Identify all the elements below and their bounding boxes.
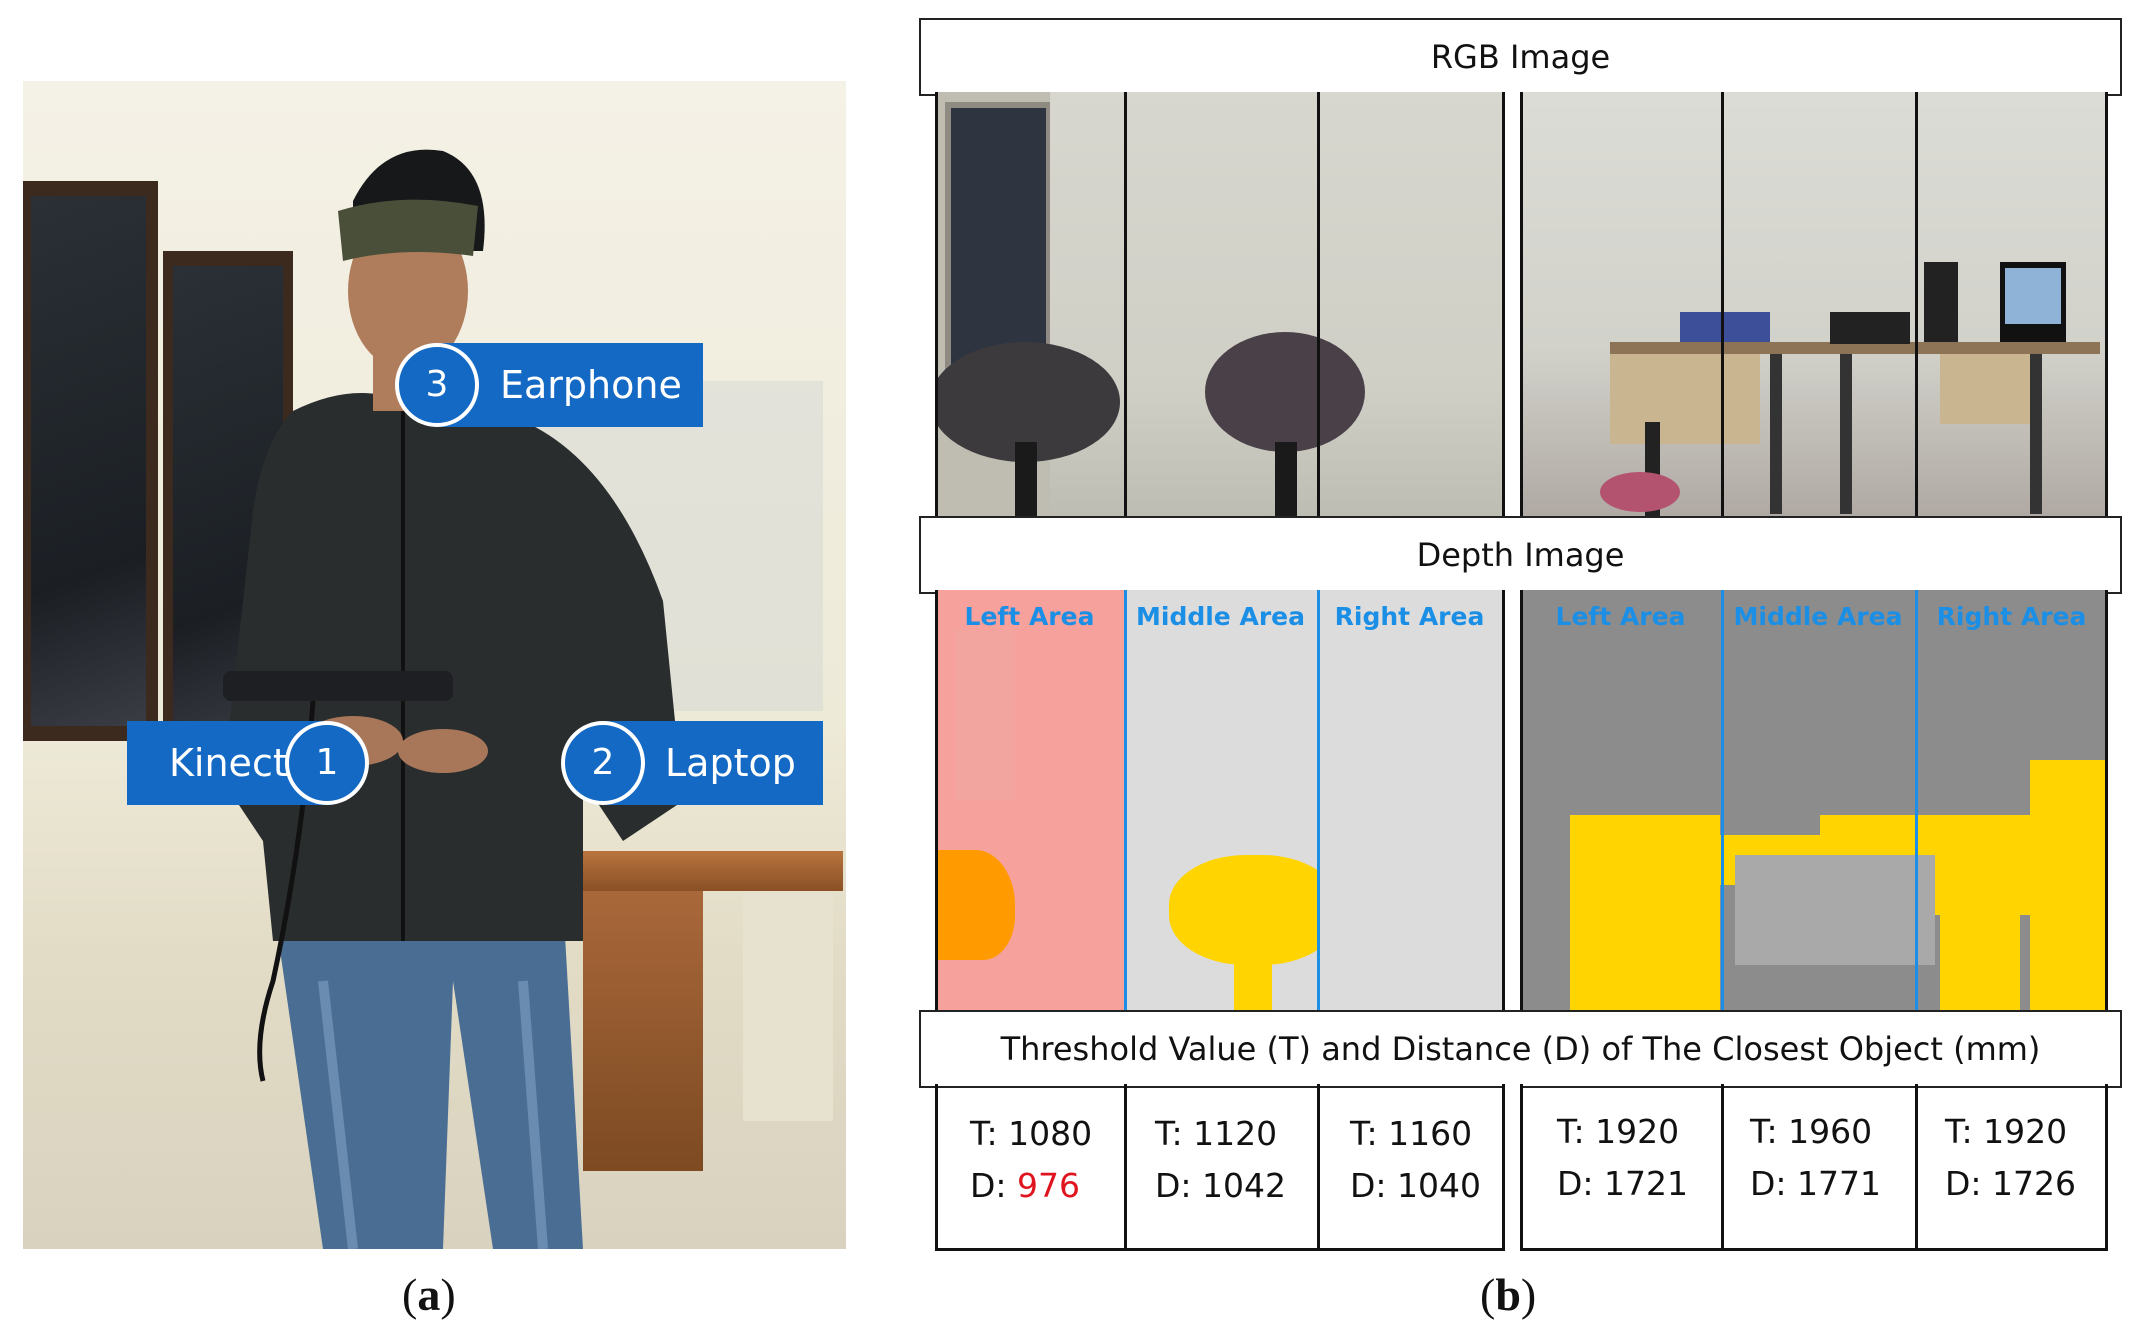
- subject-photo: Earphone 3 Kinect 1 Laptop 2: [23, 81, 846, 1249]
- depth-area-label-middle-2: Middle Area: [1733, 602, 1903, 631]
- depth-area-label-middle-1: Middle Area: [1136, 602, 1305, 631]
- kinect-number-badge: 1: [285, 721, 369, 805]
- depth-area-label-right-2: Right Area: [1936, 602, 2087, 631]
- depth-area-label-right-1: Right Area: [1334, 602, 1485, 631]
- measurement-cell-1: T: 1080 D: 976: [970, 1114, 1093, 1205]
- rgb-image-header: RGB Image: [919, 18, 2122, 96]
- caption-b: (b): [1480, 1269, 1537, 1320]
- measurement-cell-4: T: 1920 D: 1721: [1557, 1112, 1689, 1203]
- earphone-callout: Earphone: [438, 343, 703, 427]
- measurements-row: T: 1080 D: 976 T: 1120 D: 1042 T: 1160 D…: [935, 1084, 2108, 1254]
- rgb-image-row: [935, 92, 2108, 516]
- rgb-chairs: [935, 332, 1365, 516]
- depth-area-label-left-2: Left Area: [1555, 602, 1686, 631]
- caption-a: (a): [402, 1269, 456, 1320]
- depth-image-row: Left Area Middle Area Right Area Left Ar…: [935, 590, 2108, 1010]
- measurement-cell-3: T: 1160 D: 1040: [1350, 1114, 1482, 1205]
- laptop-label: Laptop: [665, 741, 796, 785]
- laptop-number-badge: 2: [561, 721, 645, 805]
- earphone-label: Earphone: [500, 363, 682, 407]
- person-figure: [223, 149, 683, 1249]
- measurement-cell-6: T: 1920 D: 1726: [1945, 1112, 2077, 1203]
- earphone-number-badge: 3: [395, 343, 479, 427]
- measurement-cell-2: T: 1120 D: 1042: [1155, 1114, 1287, 1205]
- closest-distance-highlight: 976: [1017, 1166, 1081, 1205]
- threshold-header: Threshold Value (T) and Distance (D) of …: [919, 1010, 2122, 1088]
- depth-image-header: Depth Image: [919, 516, 2122, 594]
- rgb-desk: [1600, 262, 2100, 516]
- measurement-cell-5: T: 1960 D: 1771: [1750, 1112, 1882, 1203]
- depth-area-label-left-1: Left Area: [964, 602, 1095, 631]
- kinect-label: Kinect: [169, 741, 288, 785]
